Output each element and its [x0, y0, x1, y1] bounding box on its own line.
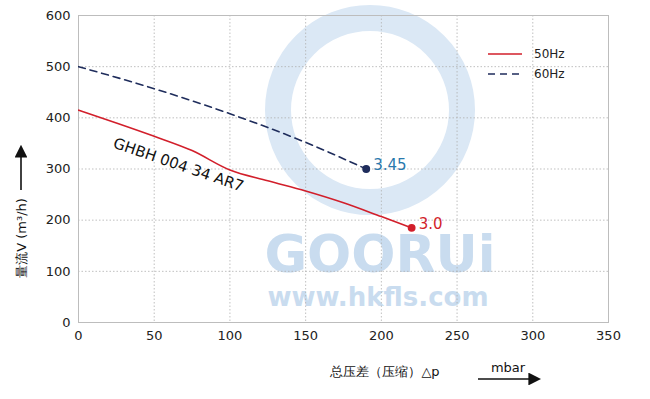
svg-text:0: 0	[62, 315, 70, 330]
svg-text:500: 500	[46, 59, 71, 74]
svg-text:200: 200	[46, 212, 71, 227]
svg-text:400: 400	[46, 110, 71, 125]
svg-text:300: 300	[520, 328, 545, 343]
html-text:50Hz: 50Hz	[534, 47, 565, 61]
svg-text:300: 300	[46, 161, 71, 176]
html-text:60Hz: 60Hz	[534, 67, 565, 81]
svg-text:总压差（压缩）△p: 总压差（压缩）△p	[329, 364, 439, 379]
svg-text:100: 100	[218, 328, 243, 343]
svg-text:600: 600	[46, 8, 71, 23]
svg-text:3.0: 3.0	[419, 215, 443, 233]
svg-text:www.hkfls.com: www.hkfls.com	[267, 282, 488, 312]
svg-text:100: 100	[46, 263, 71, 278]
svg-text:mbar: mbar	[491, 360, 526, 375]
svg-text:0: 0	[74, 328, 82, 343]
svg-text:200: 200	[369, 328, 394, 343]
svg-text:250: 250	[445, 328, 470, 343]
svg-text:150: 150	[293, 328, 318, 343]
svg-text:50: 50	[146, 328, 163, 343]
svg-text:GHBH 004 34 AR7: GHBH 004 34 AR7	[111, 134, 246, 196]
svg-text:GOORUi: GOORUi	[264, 224, 495, 284]
svg-text:350: 350	[596, 328, 621, 343]
svg-text:3.45: 3.45	[373, 156, 406, 174]
svg-text:量流V (m³/h): 量流V (m³/h)	[14, 198, 29, 278]
